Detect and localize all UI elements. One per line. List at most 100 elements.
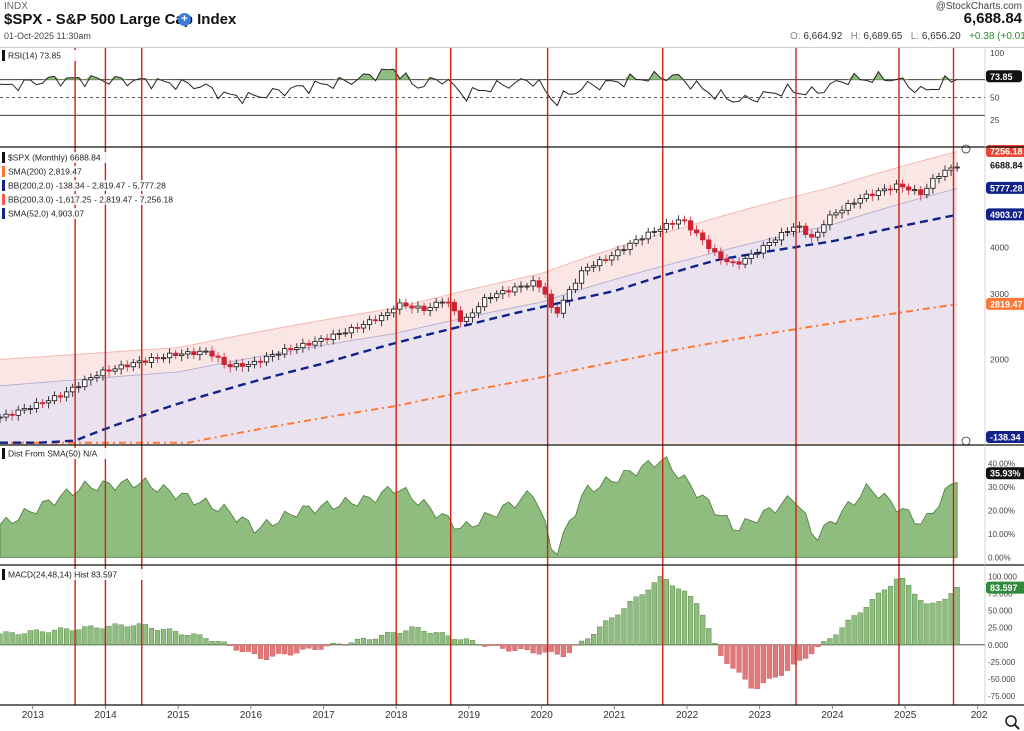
macd-bar — [645, 589, 651, 646]
candle-body — [694, 229, 700, 234]
dist-value-badge: 35.93% — [990, 469, 1021, 479]
zoom-icon[interactable] — [1005, 715, 1020, 730]
candle-body — [439, 301, 445, 304]
price-badge-2-bg — [986, 181, 1024, 194]
candle-body — [391, 308, 397, 314]
candle-body — [790, 226, 797, 232]
legend-bg — [6, 166, 99, 177]
candle-body — [585, 266, 591, 272]
macd-bar — [179, 634, 185, 646]
candle-body — [657, 228, 663, 232]
low-label: L: — [910, 31, 920, 42]
macd-bar — [306, 644, 312, 649]
candle-body — [227, 364, 233, 368]
chart-header: INDX $SPX - S&P 500 Large Cap Index + 01… — [0, 0, 1024, 48]
candle-body — [372, 319, 379, 322]
macd-bar — [100, 628, 106, 646]
candle-body — [881, 188, 888, 192]
macd-bar — [197, 634, 203, 646]
x-label: 2013 — [22, 710, 45, 721]
candle-body — [482, 297, 488, 308]
x-label: 2014 — [94, 710, 117, 721]
macd-bar — [469, 640, 476, 646]
candle-body — [330, 333, 336, 340]
price-badge-5-bg — [986, 431, 1024, 443]
candle-body — [669, 223, 676, 225]
legend-swatch — [2, 152, 5, 163]
candle-body — [857, 198, 863, 204]
candle-body — [245, 363, 251, 367]
dist-label: Dist From SMA(50) N/A — [8, 449, 98, 459]
legend-bg — [6, 208, 104, 219]
event-lines — [74, 48, 955, 705]
macd-bar — [948, 593, 954, 646]
macd-bar — [360, 637, 367, 646]
macd-bar — [518, 644, 524, 649]
macd-bar — [106, 625, 112, 646]
panel-frames — [0, 47, 1024, 706]
add-symbol-icon[interactable]: + — [178, 13, 191, 26]
candle-body — [270, 354, 276, 357]
candle-body — [385, 312, 391, 316]
macd-bar — [766, 644, 772, 679]
candle-body — [912, 189, 918, 192]
x-label: 2016 — [240, 710, 263, 721]
macd-bar — [694, 603, 700, 646]
macd-bar — [760, 644, 766, 684]
exchange-label: INDX — [4, 1, 28, 12]
candle-body — [488, 297, 494, 299]
candle-body — [718, 251, 724, 260]
candle-body — [542, 286, 548, 295]
macd-bar — [566, 644, 573, 654]
candle-body — [730, 261, 736, 264]
candle-body — [257, 360, 264, 363]
rsi-tick: 50 — [990, 93, 1000, 103]
candle-body — [173, 352, 179, 356]
candle-body — [39, 402, 46, 405]
x-label: 2020 — [531, 710, 554, 721]
macd-bar — [15, 634, 21, 646]
candle-body — [88, 377, 94, 381]
macd-bar — [730, 644, 736, 669]
ohlc-readout: O: 6,664.92 H: 6,689.65 L: 6,656.20 +0.3… — [790, 31, 1024, 42]
macd-bar — [863, 607, 869, 646]
candle-body — [930, 177, 936, 189]
dist-tick: 30.00% — [988, 483, 1015, 492]
macd-bar — [572, 644, 579, 646]
macd-bar — [906, 585, 912, 646]
rsi-label-swatch — [2, 50, 5, 61]
candle-body — [754, 252, 760, 255]
macd-bar — [130, 625, 136, 646]
price-badge-3: 4903.07 — [990, 210, 1023, 220]
macd-bar — [506, 644, 512, 652]
macd-bar — [312, 644, 318, 650]
macd-bar — [881, 589, 888, 646]
candle-body — [597, 259, 603, 267]
macd-bar — [633, 596, 639, 646]
macd-bar — [300, 644, 306, 650]
macd-bar — [845, 619, 851, 646]
macd-bar — [827, 638, 833, 646]
macd-bar — [663, 579, 669, 646]
price-badge-4-bg — [986, 297, 1024, 310]
macd-bar — [330, 643, 336, 646]
macd-bar — [778, 644, 785, 676]
macd-bar — [124, 626, 130, 646]
macd-label: MACD(24,48,14) Hist 83.597 — [8, 570, 117, 580]
candle-body — [64, 391, 70, 398]
candle-body — [318, 338, 324, 342]
candle-body — [554, 306, 560, 314]
candle-body — [82, 379, 88, 388]
macd-bar — [366, 639, 373, 646]
macd-bar — [687, 596, 694, 646]
rsi-value-badge: 73.85 — [990, 72, 1013, 82]
price-badge-4: 2819.47 — [990, 299, 1023, 309]
macd-bar — [239, 644, 245, 653]
candle-body — [942, 169, 948, 177]
candle-body — [203, 350, 209, 353]
candle-body — [3, 413, 9, 418]
macd-bar — [651, 582, 657, 646]
macd-bar — [51, 629, 58, 646]
candle-body — [797, 225, 803, 228]
